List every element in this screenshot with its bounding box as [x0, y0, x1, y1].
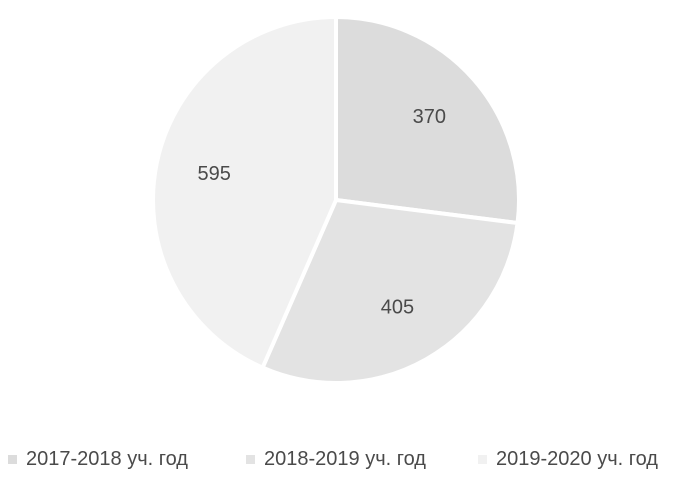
legend-swatch-2019-2020 [478, 455, 487, 464]
legend-label-2018-2019: 2018-2019 уч. год [264, 448, 426, 470]
legend-swatch-2018-2019 [246, 455, 255, 464]
pie-slices [151, 14, 521, 385]
pie-data-labels: 370 405 595 [198, 106, 447, 319]
legend-item-2019-2020: 2019-2020 уч. год [478, 448, 658, 471]
legend-label-2019-2020: 2019-2020 уч. год [496, 448, 658, 470]
chart-legend: 2017-2018 уч. год 2018-2019 уч. год 2019… [0, 448, 679, 478]
pie-data-label-3: 595 [198, 163, 231, 185]
legend-swatch-2017-2018 [8, 455, 17, 464]
pie-data-label-2: 405 [381, 297, 414, 319]
legend-item-2018-2019: 2018-2019 уч. год [246, 448, 426, 471]
pie-slice-3 [151, 14, 338, 371]
pie-chart-svg: 370 405 595 [151, 14, 521, 385]
pie-slice-1 [334, 14, 521, 226]
legend-item-2017-2018: 2017-2018 уч. год [8, 448, 188, 471]
pie-slice-2 [259, 197, 520, 385]
legend-label-2017-2018: 2017-2018 уч. год [26, 448, 188, 470]
pie-data-label-1: 370 [413, 106, 446, 128]
